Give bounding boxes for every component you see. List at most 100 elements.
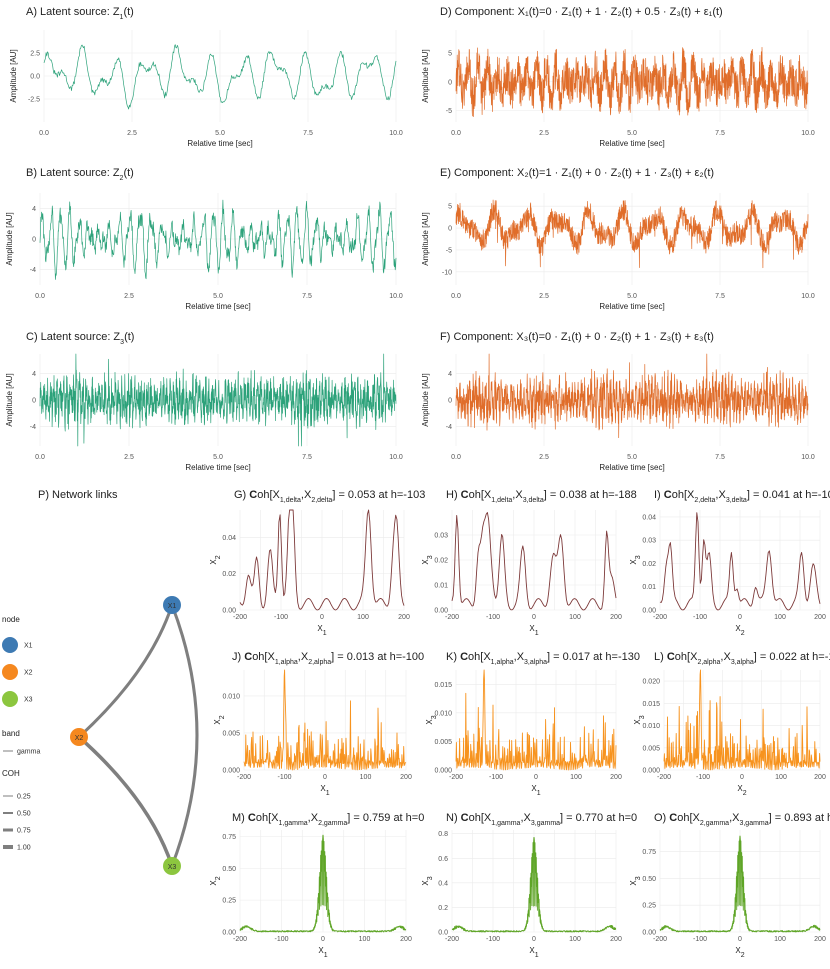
y-tick-label: 4	[448, 371, 452, 378]
x-tick-label: 200	[400, 936, 412, 943]
legend-coh-label: 1.00	[17, 845, 31, 852]
x-tick-label: 0.0	[39, 130, 49, 137]
x-axis-label: X1	[531, 784, 540, 797]
panel-title: E) Component: X₂(t)=1 · Z₁(t) + 0 · Z₂(t…	[440, 167, 714, 179]
x-tick-label: 0	[320, 614, 324, 621]
x-tick-label: 0.0	[451, 130, 461, 137]
x-tick-label: 0	[532, 614, 536, 621]
x-tick-label: 100	[569, 936, 581, 943]
x-tick-label: 200	[814, 614, 826, 621]
y-tick-label: -10	[442, 269, 452, 276]
x-tick-label: 2.5	[124, 454, 134, 461]
panel-title: B) Latent source: Z2(t)	[26, 167, 134, 182]
y-tick-label: 0.010	[642, 723, 660, 730]
x-tick-label: -100	[274, 614, 288, 621]
panel-j: J) Coh[X1,alpha,X2,alpha] = 0.013 at h=-…	[213, 651, 424, 797]
x-tick-label: -200	[237, 774, 251, 781]
x-tick-label: 5.0	[213, 293, 223, 300]
x-tick-label: -100	[277, 774, 291, 781]
x-tick-label: 5.0	[215, 130, 225, 137]
legend-coh-label: 0.75	[17, 828, 31, 835]
y-tick-label: 0.0	[438, 930, 448, 937]
network-node-x3	[163, 857, 181, 875]
y-tick-label: 0.50	[222, 866, 236, 873]
x-axis-label: X1	[318, 946, 327, 959]
x-axis-label: X2	[735, 624, 744, 637]
x-tick-label: -200	[653, 936, 667, 943]
panel-title: L) Coh[X2,alpha,X3,alpha] = 0.022 at h=-…	[654, 651, 830, 666]
y-tick-label: 0.02	[222, 571, 236, 578]
x-tick-label: 100	[360, 774, 372, 781]
y-tick-label: 5	[448, 204, 452, 211]
panel-title: P) Network links	[38, 489, 118, 501]
y-tick-label: 4	[32, 371, 36, 378]
x-axis-label: Relative time [sec]	[599, 302, 664, 311]
x-axis-label: X1	[529, 946, 538, 959]
network-node-x1	[163, 596, 181, 614]
x-tick-label: 200	[814, 774, 826, 781]
panel-a: A) Latent source: Z1(t) 0.0 2.5 5.0 7.5 10.0 2…	[9, 6, 403, 148]
panel-e: E) Component: X₂(t)=1 · Z₁(t) + 0 · Z₂(t…	[421, 167, 815, 311]
x-tick-label: -100	[696, 774, 710, 781]
x-tick-label: 100	[570, 774, 582, 781]
y-tick-label: 0.0	[30, 74, 40, 81]
y-tick-label: 5	[448, 51, 452, 58]
x-tick-label: 0	[532, 936, 536, 943]
x-tick-label: 100	[359, 936, 371, 943]
x-tick-label: -200	[653, 614, 667, 621]
series-line	[39, 353, 397, 447]
x-tick-label: 2.5	[127, 130, 137, 137]
x-tick-label: 10.0	[389, 454, 403, 461]
y-tick-label: 0.00	[222, 930, 236, 937]
y-tick-label: 0.000	[222, 768, 240, 775]
x-tick-label: 10.0	[801, 454, 815, 461]
series-line	[43, 44, 397, 110]
x-axis-label: Relative time [sec]	[599, 139, 664, 148]
x-axis-label: X1	[320, 784, 329, 797]
panel-title: H) Coh[X1,delta,X3,delta] = 0.038 at h=-…	[446, 489, 637, 504]
x-tick-label: 200	[610, 936, 622, 943]
y-tick-label: 0.02	[434, 558, 448, 565]
panel-title: D) Component: X₁(t)=0 · Z₁(t) + 1 · Z₂(t…	[440, 6, 723, 18]
y-axis-label: Amplitude [AU]	[5, 212, 14, 265]
y-tick-label: 0.50	[642, 876, 656, 883]
panel-title: N) Coh[X1,gamma,X3,gamma] = 0.770 at h=0	[446, 812, 637, 827]
x-tick-label: 0.0	[35, 293, 45, 300]
network-node-label: X3	[168, 864, 177, 871]
x-tick-label: 100	[569, 614, 581, 621]
x-tick-label: 0	[321, 936, 325, 943]
legend-band-label: gamma	[17, 749, 40, 756]
x-tick-label: 7.5	[715, 454, 725, 461]
panel-h: H) Coh[X1,delta,X3,delta] = 0.038 at h=-…	[421, 489, 637, 637]
x-tick-label: 200	[398, 614, 410, 621]
legend-coh-label: 0.50	[17, 811, 31, 818]
y-tick-label: 0.25	[642, 903, 656, 910]
network-node-label: X1	[168, 603, 177, 610]
series-line	[455, 669, 617, 771]
x-tick-label: -100	[486, 614, 500, 621]
x-tick-label: 100	[774, 614, 786, 621]
panel-p-network: P) Network links X1 X2 X3 node X1 X2 X3 band gamm…	[2, 489, 199, 875]
x-tick-label: -200	[449, 774, 463, 781]
x-tick-label: 10.0	[801, 293, 815, 300]
y-axis-label: X3	[629, 876, 642, 885]
network-node-label: X2	[75, 735, 84, 742]
series-line	[455, 199, 809, 269]
x-tick-label: 0	[738, 936, 742, 943]
y-axis-label: X3	[633, 715, 646, 724]
series-line	[451, 512, 617, 611]
y-tick-label: 0.000	[434, 768, 452, 775]
y-tick-label: 0.01	[642, 584, 656, 591]
y-tick-label: -4	[446, 424, 452, 431]
x-tick-label: 7.5	[715, 130, 725, 137]
x-tick-label: -100	[693, 936, 707, 943]
panel-title: C) Latent source: Z3(t)	[26, 331, 134, 346]
legend-title: band	[2, 729, 20, 738]
y-tick-label: 0	[32, 237, 36, 244]
series-line	[659, 512, 821, 611]
y-axis-label: Amplitude [AU]	[421, 373, 430, 426]
x-tick-label: 2.5	[539, 130, 549, 137]
x-axis-label: Relative time [sec]	[185, 463, 250, 472]
x-tick-label: -100	[693, 614, 707, 621]
y-tick-label: 0.4	[438, 880, 448, 887]
